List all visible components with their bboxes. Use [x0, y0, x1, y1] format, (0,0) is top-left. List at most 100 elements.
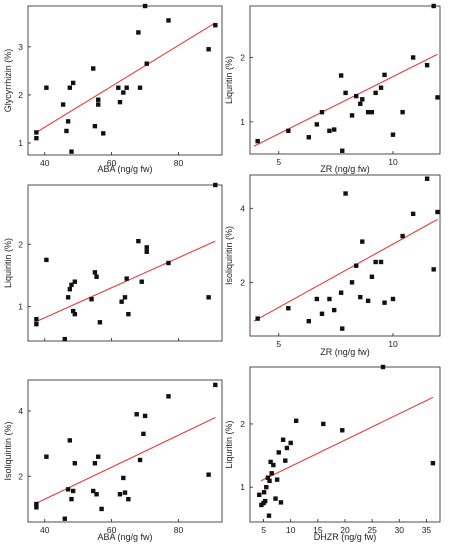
- data-point: [141, 431, 146, 437]
- data-point: [166, 260, 171, 266]
- data-point: [70, 488, 76, 494]
- chart-panel-2: 5 10 1 2 ZR (ng/g fw) Liquritin (%): [224, 3, 441, 174]
- data-point: [354, 263, 359, 268]
- data-point: [314, 296, 320, 302]
- data-point: [431, 267, 436, 272]
- data-point: [378, 85, 384, 90]
- y-tick-label: 1: [18, 138, 23, 148]
- data-point: [424, 176, 430, 181]
- data-point: [283, 458, 288, 463]
- data-point: [67, 85, 73, 90]
- data-point: [338, 290, 344, 295]
- data-point: [91, 66, 96, 71]
- data-point: [343, 90, 348, 96]
- data-point: [69, 282, 74, 288]
- data-point: [314, 122, 320, 127]
- data-point: [34, 135, 39, 141]
- x-tick-label: 5: [261, 525, 266, 535]
- data-point: [431, 3, 436, 9]
- regression-line: [34, 240, 216, 323]
- chart-panel-1: 40 60 80 1 2 3 ABA (ng/g fw) Glycyrrhizin (%): [3, 3, 223, 174]
- data-point: [72, 461, 78, 466]
- data-point: [338, 73, 344, 78]
- data-point: [96, 454, 101, 459]
- data-point: [124, 85, 129, 90]
- data-point: [273, 496, 278, 501]
- chart-panel-6: 5 10 15 20 25 30 35 1 2 DHZR (ng/g fw) Liquritin (…: [224, 364, 441, 542]
- x-tick-label: 10: [388, 339, 398, 349]
- data-point: [34, 321, 39, 327]
- data-point: [70, 308, 76, 314]
- regression-line: [34, 22, 216, 134]
- data-point: [288, 440, 293, 446]
- y-axis-title: Isoliquiritin (%): [224, 226, 234, 285]
- data-point: [116, 85, 121, 90]
- data-point: [424, 63, 430, 68]
- data-point: [92, 270, 98, 275]
- y-tick-label: 2: [18, 90, 23, 100]
- data-point: [255, 316, 260, 321]
- data-point: [269, 471, 274, 476]
- x-axis-title: ZR (ng/g fw): [320, 347, 370, 357]
- data-point: [144, 249, 149, 254]
- data-point: [410, 211, 416, 217]
- data-point: [69, 149, 74, 154]
- data-point: [134, 412, 139, 417]
- y-tick-label: 2: [240, 419, 245, 429]
- data-point: [321, 421, 326, 427]
- data-point: [319, 311, 325, 316]
- data-point: [306, 318, 311, 324]
- data-point: [60, 102, 66, 107]
- data-point: [332, 307, 337, 313]
- data-point: [62, 516, 67, 521]
- data-point: [354, 93, 359, 99]
- x-tick-label: 10: [286, 525, 296, 535]
- data-point: [390, 296, 396, 302]
- data-point: [340, 148, 345, 153]
- data-point: [137, 85, 143, 90]
- data-point: [319, 109, 325, 115]
- y-tick-label: 1: [18, 302, 23, 312]
- data-point: [400, 109, 405, 115]
- data-point: [122, 295, 128, 300]
- data-point: [92, 461, 98, 466]
- data-point: [62, 336, 67, 342]
- data-point: [144, 61, 149, 66]
- y-tick-label: 2: [18, 471, 23, 481]
- data-point: [332, 127, 337, 132]
- data-point: [121, 475, 126, 481]
- x-tick-label: 15: [313, 525, 323, 535]
- plot-frame: [249, 5, 441, 155]
- data-point: [263, 498, 268, 504]
- data-point: [257, 492, 262, 497]
- data-point: [206, 47, 211, 52]
- data-point: [137, 457, 143, 463]
- data-point: [360, 239, 365, 244]
- regression-line: [253, 218, 438, 322]
- y-tick-label: 2: [240, 52, 245, 62]
- data-point: [124, 276, 129, 281]
- plot-frame: [249, 174, 441, 337]
- data-point: [65, 295, 71, 300]
- data-point: [65, 487, 71, 492]
- data-point: [255, 138, 260, 144]
- data-point: [340, 326, 345, 331]
- chart-panel-5: 40 60 80 2 4 ABA (ng/g fw) Isoliquiritin (%): [3, 379, 223, 542]
- data-point: [94, 492, 99, 497]
- plot-frame: [27, 379, 223, 523]
- data-point: [44, 257, 49, 263]
- x-tick-label: 5: [276, 339, 281, 349]
- y-tick-label: 1: [240, 482, 245, 492]
- data-point: [64, 128, 69, 134]
- data-point: [286, 306, 291, 311]
- y-tick-label: 4: [240, 203, 245, 213]
- data-point: [286, 128, 291, 134]
- data-point: [213, 182, 218, 188]
- x-tick-label: 80: [174, 525, 184, 535]
- data-point: [99, 506, 104, 512]
- chart-panel-4: 5 10 2 4 ZR (ng/g fw) Isoliquiritin (%): [224, 174, 441, 357]
- data-point: [343, 191, 348, 196]
- data-point: [70, 80, 76, 86]
- data-point: [96, 97, 101, 102]
